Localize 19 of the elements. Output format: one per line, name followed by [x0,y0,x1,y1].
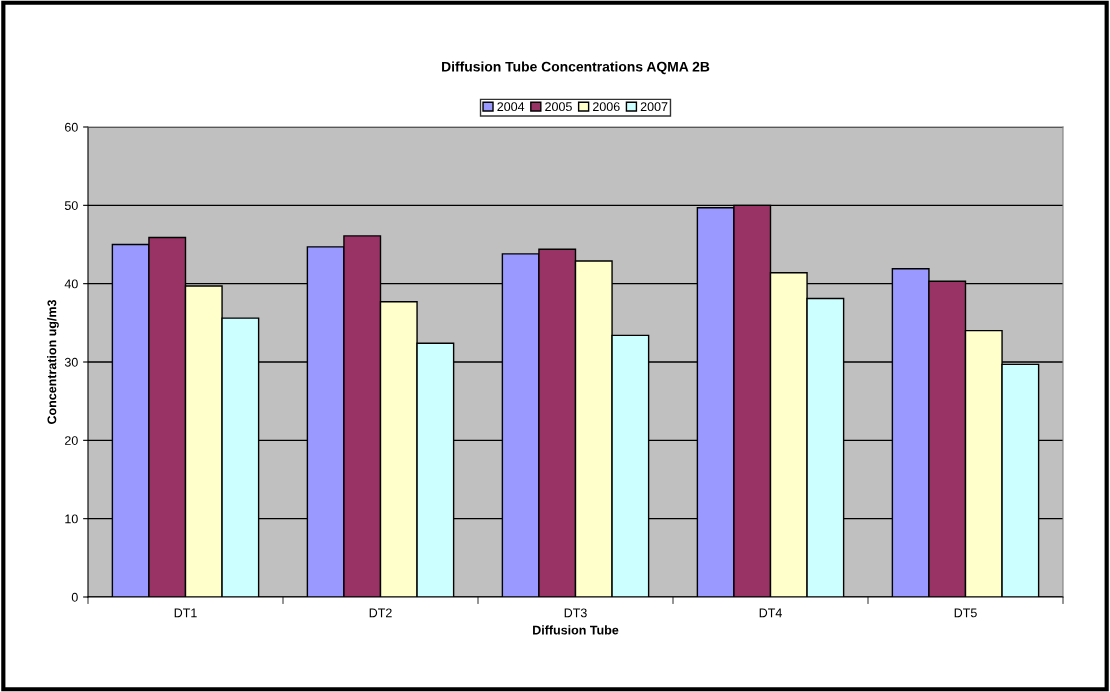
x-tick-label: DT5 [954,608,977,618]
x-tick-label: DT3 [564,608,587,618]
y-tick-label: 10 [65,514,78,524]
x-tick-label: DT2 [369,608,392,618]
x-tick-label: DT4 [759,608,782,618]
x-axis-title: Diffusion Tube [533,625,619,635]
y-axis-title: Concentration ug/m3 [47,299,59,424]
legend-label: 2005 [545,102,572,112]
y-tick-label: 30 [64,357,78,367]
y-tick-label: 50 [64,201,78,210]
legend-label: 2006 [593,102,620,112]
y-tick-label: 40 [64,279,78,289]
x-tick-label: DT1 [174,608,197,618]
y-tick-label: 60 [65,122,78,132]
y-tick-label: 20 [65,436,78,445]
legend-label: 2004 [497,102,525,112]
chart-title: Diffusion Tube Concentrations AQMA 2B [442,61,710,75]
legend-label: 2007 [640,102,668,112]
y-tick-label: 0 [71,592,78,602]
